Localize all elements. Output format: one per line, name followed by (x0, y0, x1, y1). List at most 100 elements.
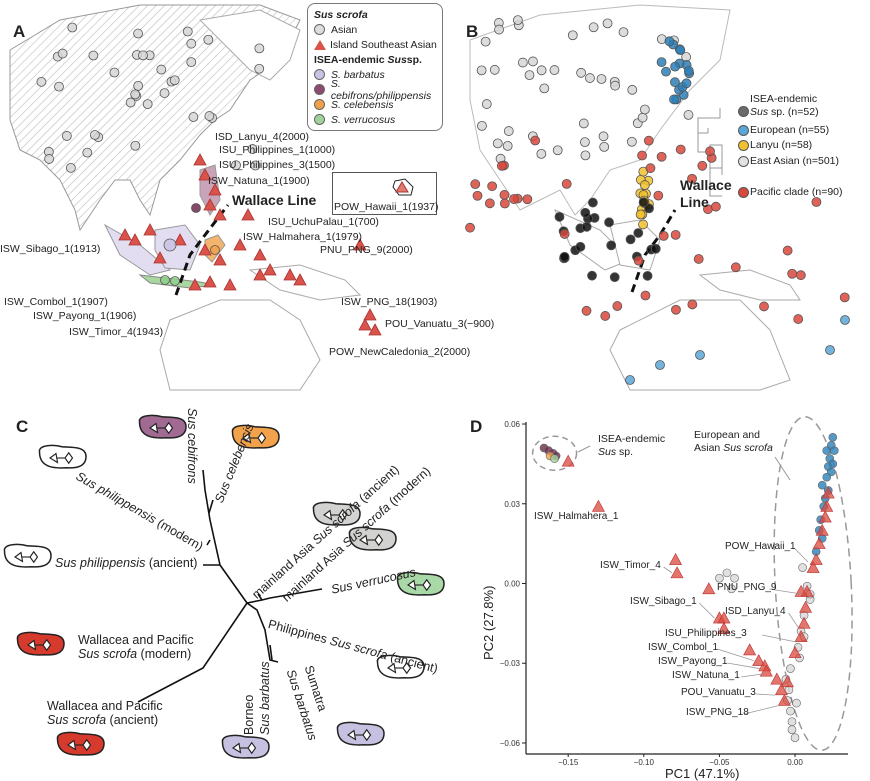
sample-marker-triangle (198, 243, 212, 256)
sample-label: ISW_PNG_18(1903) (341, 296, 438, 308)
legend-label: S. verrucosus (331, 113, 396, 126)
label-leader-line (717, 648, 754, 661)
legend-item: S. celebensis (308, 97, 442, 112)
sample-marker (633, 228, 644, 238)
sample-marker (606, 240, 617, 251)
panel-label-d: D (470, 417, 483, 436)
sample-marker (65, 162, 76, 173)
pca-point-label: ISW_Combol_1 (648, 642, 719, 653)
sample-marker (109, 67, 120, 78)
legend-label: S. barbatus (331, 68, 385, 81)
sample-label: ISW_Halmahera_1(1979) (243, 231, 363, 243)
legend-title-part: Sus (387, 53, 407, 66)
pca-point-label: POU_Vanuatu_3 (681, 687, 756, 698)
sample-marker (637, 150, 647, 161)
sample-marker-triangle (198, 168, 212, 181)
pca-point-east_asian (787, 717, 797, 727)
sample-marker (670, 61, 680, 72)
sample-marker (669, 94, 679, 105)
pca-point-isea (591, 499, 605, 512)
pca-point-label: ISD_Lanyu_4 (725, 606, 786, 617)
pca-point-isea (759, 664, 773, 677)
sample-marker (567, 30, 578, 41)
pca-point-isea (561, 454, 575, 467)
sample-marker (476, 65, 487, 76)
taxon-qualifier: (ancient) (145, 556, 198, 570)
sample-marker (133, 80, 144, 91)
pca-point-east_asian (730, 573, 739, 583)
legend-label: Asian (331, 23, 358, 36)
sample-marker (612, 301, 623, 311)
label-leader-line (743, 705, 778, 715)
circle-icon (314, 99, 325, 110)
clade-label-text: sp. (n=52) (768, 105, 819, 118)
sample-marker (604, 217, 614, 228)
sample-marker (787, 268, 798, 279)
sample-marker (554, 211, 565, 222)
pca-point-isea (702, 582, 716, 595)
taxon-label-wallacea-ancient: Wallacea and Pacific Sus scrofa (ancient) (47, 699, 163, 728)
sample-marker (795, 270, 806, 281)
sample-marker (580, 137, 590, 148)
pca-point-isea (815, 523, 829, 536)
sample-marker (588, 197, 598, 208)
sample-marker-triangle (208, 183, 222, 196)
pca-point-east_asian (787, 725, 797, 734)
taxon-qualifier: (ancient) (106, 713, 159, 728)
pig-icon (336, 721, 385, 746)
sample-marker (664, 36, 675, 47)
sample-marker-triangle (188, 278, 202, 291)
pca-point-east_asian (786, 664, 795, 673)
taxon-name: Sus scrofa (78, 647, 138, 662)
sample-marker (536, 149, 547, 159)
sample-marker (585, 73, 595, 83)
sample-marker (675, 144, 686, 155)
pca-point-european (822, 446, 832, 455)
pca-point-isea (818, 510, 832, 523)
label-leader-line (788, 612, 800, 629)
sample-marker (840, 315, 850, 325)
sample-marker (496, 160, 507, 171)
sample-marker (644, 203, 654, 214)
legend-title-endemic: ISEA-endemic Sus sp. (308, 52, 442, 67)
pca-point-label: POW_Hawaii_1 (725, 541, 796, 552)
sample-marker (640, 104, 650, 115)
sample-marker (655, 360, 665, 370)
sample-marker (581, 221, 592, 232)
clade-legend-item: ISEA-endemic Sus sp. (n=52) (738, 94, 819, 118)
x-axis-title: PC1 (47.1%) (665, 766, 740, 781)
sample-marker-triangle (253, 268, 267, 281)
pca-point-isea (812, 537, 826, 549)
clade-label: European (n=55) (750, 124, 830, 136)
sample-marker (36, 76, 47, 87)
pca-point-isea (821, 486, 835, 499)
sample-marker (539, 83, 550, 94)
annotation-em: Sus scrofa (723, 441, 773, 454)
legend-item: S. cebifrons/philippensis (308, 78, 442, 102)
sample-marker (494, 24, 504, 35)
sample-marker (484, 198, 495, 209)
pca-point-east_asian (790, 733, 800, 742)
sample-marker-triangle (293, 273, 307, 286)
pca-point-isea (770, 672, 784, 685)
sample-marker (203, 34, 214, 45)
sample-marker (645, 163, 656, 174)
taxon-label-borneo: Borneo (242, 695, 256, 735)
label-leader-line (762, 634, 797, 643)
sample-marker-triangle (203, 275, 217, 288)
sample-marker-triangle (173, 233, 187, 246)
x-tick-label: −0.05 (709, 758, 730, 767)
sample-marker (188, 112, 199, 122)
pca-point-east_asian (798, 563, 807, 572)
sample-marker (638, 197, 649, 208)
label-leader-line (769, 588, 803, 595)
clade-label-line2: Sus sp. (n=52) (750, 105, 819, 118)
sample-marker (561, 178, 572, 189)
legend-item: S. verrucosus (308, 112, 442, 127)
taxon-region: Wallacea and Pacific (78, 633, 194, 647)
sample-marker (580, 150, 591, 161)
sample-marker (639, 180, 650, 190)
taxon-label-borneo-species: Sus barbatus (258, 661, 272, 735)
sample-label: PNU_PNG_9(2000) (320, 244, 413, 256)
sample-marker-triangle (353, 238, 367, 251)
